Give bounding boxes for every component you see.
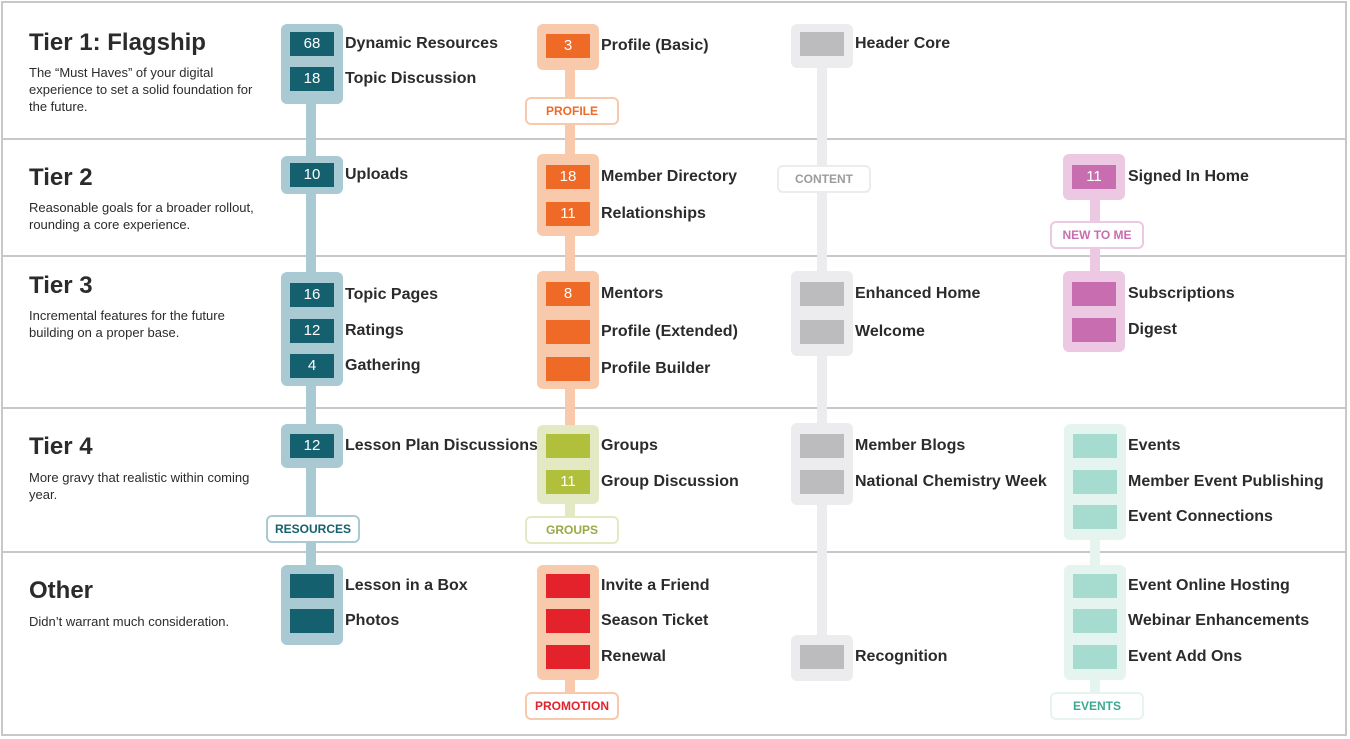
- resources-count-box: 16: [290, 283, 334, 307]
- profile-track-connector: [565, 40, 575, 460]
- promotion-feature-label: Season Ticket: [601, 612, 709, 629]
- tier-other-description: Didn’t warrant much consideration.: [29, 614, 230, 629]
- resources-feature-label: Ratings: [345, 322, 404, 339]
- content-count-box: [800, 645, 844, 669]
- tier-1-title: Tier 1: Flagship: [29, 29, 206, 56]
- tier-3-description: Incremental features for the future buil…: [29, 308, 225, 340]
- tier-4-title: Tier 4: [29, 433, 93, 460]
- profile-count-box: 11: [546, 202, 590, 226]
- content-category-tag: CONTENT: [777, 165, 871, 193]
- newtome-feature-label: Signed In Home: [1128, 168, 1249, 185]
- events-feature-label: Event Add Ons: [1128, 648, 1243, 665]
- content-feature-label: Member Blogs: [855, 437, 966, 454]
- groups-category-tag: GROUPS: [525, 516, 619, 544]
- content-feature-label: Welcome: [855, 323, 925, 340]
- resources-count-box: 68: [290, 32, 334, 56]
- tier-2-description: Reasonable goals for a broader rollout, …: [29, 200, 254, 232]
- promotion-feature-label: Invite a Friend: [601, 577, 710, 594]
- newtome-track-connector: [1090, 170, 1100, 345]
- tier-divider: [3, 138, 1347, 140]
- resources-count-box: 4: [290, 354, 334, 378]
- events-feature-label: Webinar Enhancements: [1128, 612, 1310, 629]
- content-feature-label: National Chemistry Week: [855, 473, 1047, 490]
- newtome-category-tag: NEW TO ME: [1050, 221, 1144, 249]
- tier-divider: [3, 551, 1347, 553]
- profile-feature-label: Mentors: [601, 285, 664, 302]
- events-count-box: [1073, 609, 1117, 633]
- content-count-box: [800, 282, 844, 306]
- resources-count-box: 18: [290, 67, 334, 91]
- events-feature-label: Event Online Hosting: [1128, 577, 1290, 594]
- tier-other-title: Other: [29, 577, 94, 604]
- profile-feature-label: Relationships: [601, 205, 706, 222]
- tier-divider: [3, 255, 1347, 257]
- profile-count-box: [546, 320, 590, 344]
- resources-count-box: [290, 609, 334, 633]
- promotion-count-box: [546, 645, 590, 669]
- profile-count-box: 8: [546, 282, 590, 306]
- resources-feature-label: Uploads: [345, 166, 409, 183]
- resources-feature-label: Topic Discussion: [345, 70, 477, 87]
- content-feature-label: Recognition: [855, 648, 948, 665]
- content-feature-label: Enhanced Home: [855, 285, 981, 302]
- profile-feature-label: Profile Builder: [601, 360, 711, 377]
- events-count-box: [1073, 470, 1117, 494]
- newtome-feature-label: Subscriptions: [1128, 285, 1235, 302]
- events-count-box: [1073, 434, 1117, 458]
- newtome-count-box: [1072, 282, 1116, 306]
- profile-count-box: 18: [546, 165, 590, 189]
- content-feature-label: Header Core: [855, 35, 951, 52]
- events-count-box: [1073, 574, 1117, 598]
- tier-divider: [3, 407, 1347, 409]
- events-feature-label: Member Event Publishing: [1128, 473, 1324, 490]
- promotion-count-box: [546, 574, 590, 598]
- content-count-box: [800, 434, 844, 458]
- promotion-count-box: [546, 609, 590, 633]
- events-feature-label: Event Connections: [1128, 508, 1273, 525]
- content-count-box: [800, 320, 844, 344]
- newtome-count-box: [1072, 318, 1116, 342]
- resources-feature-label: Dynamic Resources: [345, 35, 498, 52]
- profile-category-tag: PROFILE: [525, 97, 619, 125]
- profile-feature-label: Profile (Basic): [601, 37, 709, 54]
- groups-feature-label: Group Discussion: [601, 473, 739, 490]
- groups-feature-label: Groups: [601, 437, 658, 454]
- tier-4-description: More gravy that realistic within coming …: [29, 470, 250, 502]
- resources-feature-label: Lesson Plan Discussions: [345, 437, 538, 454]
- profile-count-box: [546, 357, 590, 381]
- resources-count-box: 12: [290, 319, 334, 343]
- resources-count-box: [290, 574, 334, 598]
- newtome-count-box: 11: [1072, 165, 1116, 189]
- resources-count-box: 10: [290, 163, 334, 187]
- profile-feature-label: Profile (Extended): [601, 323, 738, 340]
- resources-feature-label: Gathering: [345, 357, 421, 374]
- tier-3-title: Tier 3: [29, 272, 93, 299]
- resources-count-box: 12: [290, 434, 334, 458]
- resources-category-tag: RESOURCES: [266, 515, 360, 543]
- groups-count-box: [546, 434, 590, 458]
- events-feature-label: Events: [1128, 437, 1181, 454]
- newtome-feature-label: Digest: [1128, 321, 1177, 338]
- resources-feature-label: Lesson in a Box: [345, 577, 468, 594]
- resources-feature-label: Topic Pages: [345, 286, 439, 303]
- profile-feature-label: Member Directory: [601, 168, 738, 185]
- events-count-box: [1073, 645, 1117, 669]
- promotion-category-tag: PROMOTION: [525, 692, 619, 720]
- tier-1-description: The “Must Haves” of your digital experie…: [29, 65, 253, 114]
- content-count-box: [800, 32, 844, 56]
- resources-feature-label: Photos: [345, 612, 400, 629]
- content-count-box: [800, 470, 844, 494]
- events-count-box: [1073, 505, 1117, 529]
- groups-count-box: 11: [546, 470, 590, 494]
- events-category-tag: EVENTS: [1050, 692, 1144, 720]
- promotion-feature-label: Renewal: [601, 648, 666, 665]
- tier-2-title: Tier 2: [29, 164, 93, 191]
- profile-count-box: 3: [546, 34, 590, 58]
